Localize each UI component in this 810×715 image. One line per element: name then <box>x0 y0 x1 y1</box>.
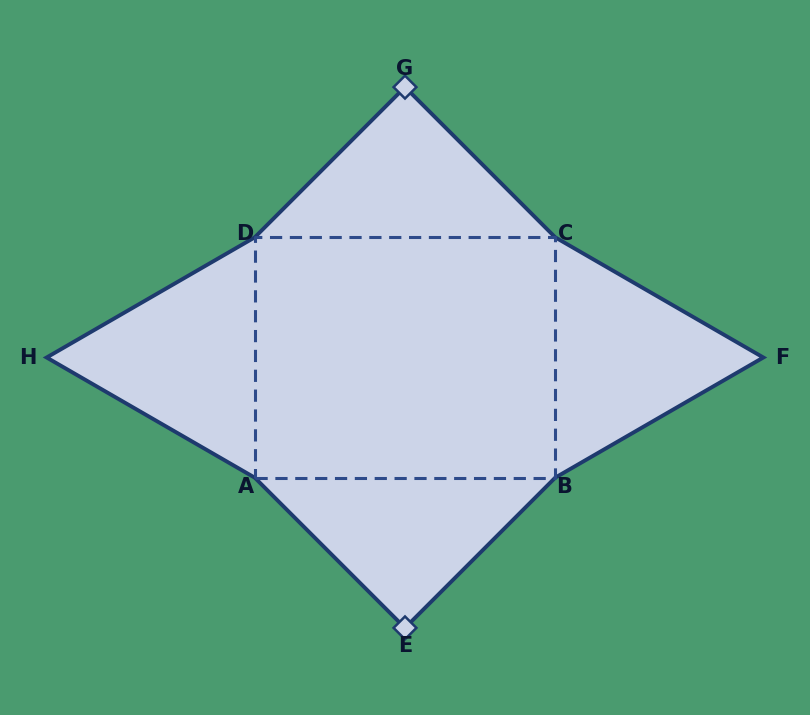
Text: E: E <box>398 636 412 656</box>
Text: C: C <box>558 224 573 244</box>
Text: F: F <box>775 347 790 368</box>
Text: A: A <box>238 476 254 496</box>
Text: G: G <box>396 59 414 79</box>
Polygon shape <box>394 76 416 99</box>
Text: B: B <box>556 476 572 496</box>
Text: H: H <box>19 347 36 368</box>
Polygon shape <box>394 616 416 639</box>
Polygon shape <box>47 87 763 628</box>
Text: D: D <box>236 224 254 244</box>
